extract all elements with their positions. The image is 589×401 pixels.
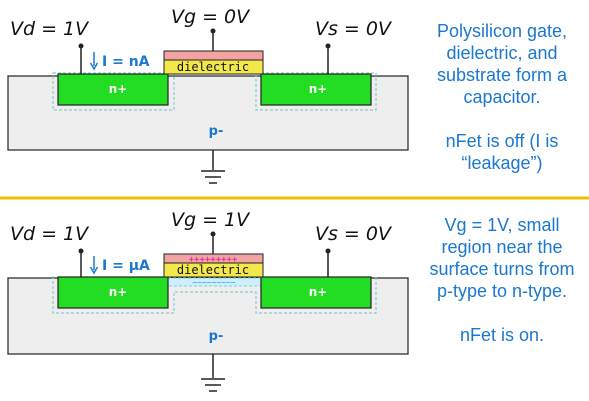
bottom-drain-label: n+ — [109, 285, 128, 299]
top-drain-depletion — [52, 72, 175, 111]
top-gate-terminal — [210, 28, 216, 34]
bottom-source-region — [260, 276, 372, 309]
top-gate — [163, 50, 264, 61]
bottom-vg-label: Vg = 1V — [171, 209, 251, 231]
bottom-dielectric-label: dielectric — [177, 263, 249, 277]
top-dielectric-label: dielectric — [177, 60, 249, 74]
bottom-vs-label: Vs = 0V — [315, 223, 393, 245]
bottom-depletion-outline — [52, 276, 377, 314]
bottom-dielectric — [163, 262, 264, 278]
top-dielectric — [163, 59, 264, 75]
top-ground-icon — [201, 170, 225, 184]
top-current-arrowhead — [89, 62, 99, 71]
bottom-gate-terminal — [210, 231, 216, 237]
bottom-positive-charges: +++++++++ — [189, 255, 238, 265]
bottom-drain-terminal — [78, 248, 84, 254]
top-source-region — [260, 73, 372, 106]
bottom-vd-label: Vd = 1V — [10, 223, 90, 245]
top-vg-label: Vg = 0V — [171, 6, 251, 28]
bottom-substrate-label: p- — [209, 329, 224, 344]
bottom-negative-charges: ~~~~~~~~~ — [192, 278, 236, 287]
top-source-label: n+ — [309, 82, 328, 96]
top-source-depletion — [255, 72, 377, 111]
top-caption: Polysilicon gate, dielectric, and substr… — [420, 20, 584, 174]
bottom-current-arrowhead — [89, 266, 99, 275]
top-panel: n+ n+ dielectric Vd = 1V Vg = 0V Vs = 0V… — [7, 6, 409, 184]
bottom-caption-inversion: Vg = 1V, small region near the surface t… — [429, 215, 575, 301]
bottom-caption-status: nFet is on. — [459, 325, 545, 345]
bottom-current-label: I = μA — [102, 258, 150, 274]
bottom-source-label: n+ — [309, 285, 328, 299]
bottom-panel: n+ n+ +++++++++ dielectric ~~~~~~~~~ Vd … — [7, 209, 409, 392]
bottom-drain-region — [57, 276, 169, 309]
top-drain-label: n+ — [109, 82, 128, 96]
top-caption-capacitor: Polysilicon gate, dielectric, and substr… — [436, 21, 568, 107]
top-drain-region — [57, 73, 169, 106]
top-vd-label: Vd = 1V — [10, 18, 90, 40]
top-substrate-label: p- — [209, 124, 224, 139]
bottom-source-terminal — [325, 248, 331, 254]
top-drain-terminal — [78, 43, 84, 49]
top-current-label: I = nA — [102, 54, 150, 70]
bottom-ground-icon — [201, 378, 225, 392]
top-caption-status: nFet is off (I is “leakage”) — [445, 131, 559, 173]
top-source-terminal — [325, 43, 331, 49]
top-vs-label: Vs = 0V — [315, 18, 393, 40]
bottom-caption: Vg = 1V, small region near the surface t… — [420, 214, 584, 346]
